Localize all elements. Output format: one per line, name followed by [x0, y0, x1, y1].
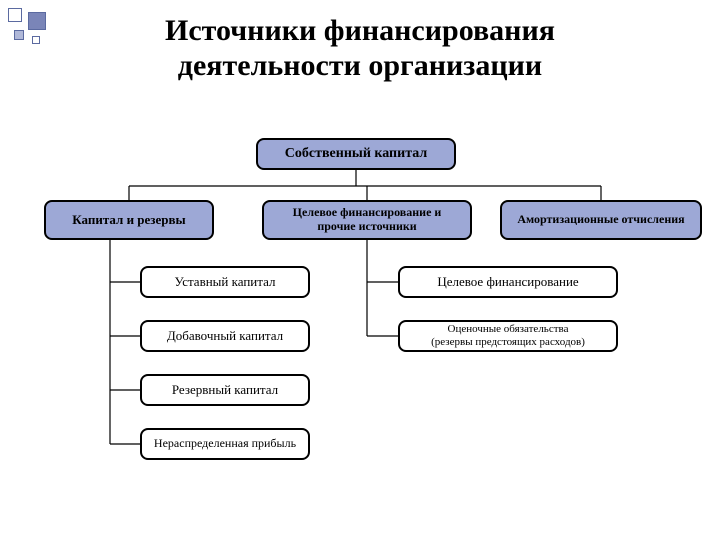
- node-retained-earnings: Нераспределенная прибыль: [140, 428, 310, 460]
- node-estimated-liabilities: Оценочные обязательства (резервы предсто…: [398, 320, 618, 352]
- node-c1-label: Уставный капитал: [175, 275, 276, 290]
- node-b1-label: Капитал и резервы: [72, 213, 185, 228]
- node-c4-label: Нераспределенная прибыль: [154, 437, 296, 451]
- node-authorized-capital: Уставный капитал: [140, 266, 310, 298]
- node-reserve-capital: Резервный капитал: [140, 374, 310, 406]
- node-b2-label: Целевое финансирование и прочие источник…: [293, 206, 442, 234]
- node-d1-label: Целевое финансирование: [437, 275, 578, 290]
- node-target-financing: Целевое финансирование: [398, 266, 618, 298]
- node-additional-capital: Добавочный капитал: [140, 320, 310, 352]
- node-capital-reserves: Капитал и резервы: [44, 200, 214, 240]
- node-b3-label: Амортизационные отчисления: [517, 213, 684, 227]
- node-amortization: Амортизационные отчисления: [500, 200, 702, 240]
- node-root-label: Собственный капитал: [285, 146, 427, 162]
- node-d2-label: Оценочные обязательства (резервы предсто…: [431, 323, 585, 348]
- node-c2-label: Добавочный капитал: [167, 329, 283, 344]
- node-c3-label: Резервный капитал: [172, 383, 278, 398]
- node-root: Собственный капитал: [256, 138, 456, 170]
- node-target-financing-sources: Целевое финансирование и прочие источник…: [262, 200, 472, 240]
